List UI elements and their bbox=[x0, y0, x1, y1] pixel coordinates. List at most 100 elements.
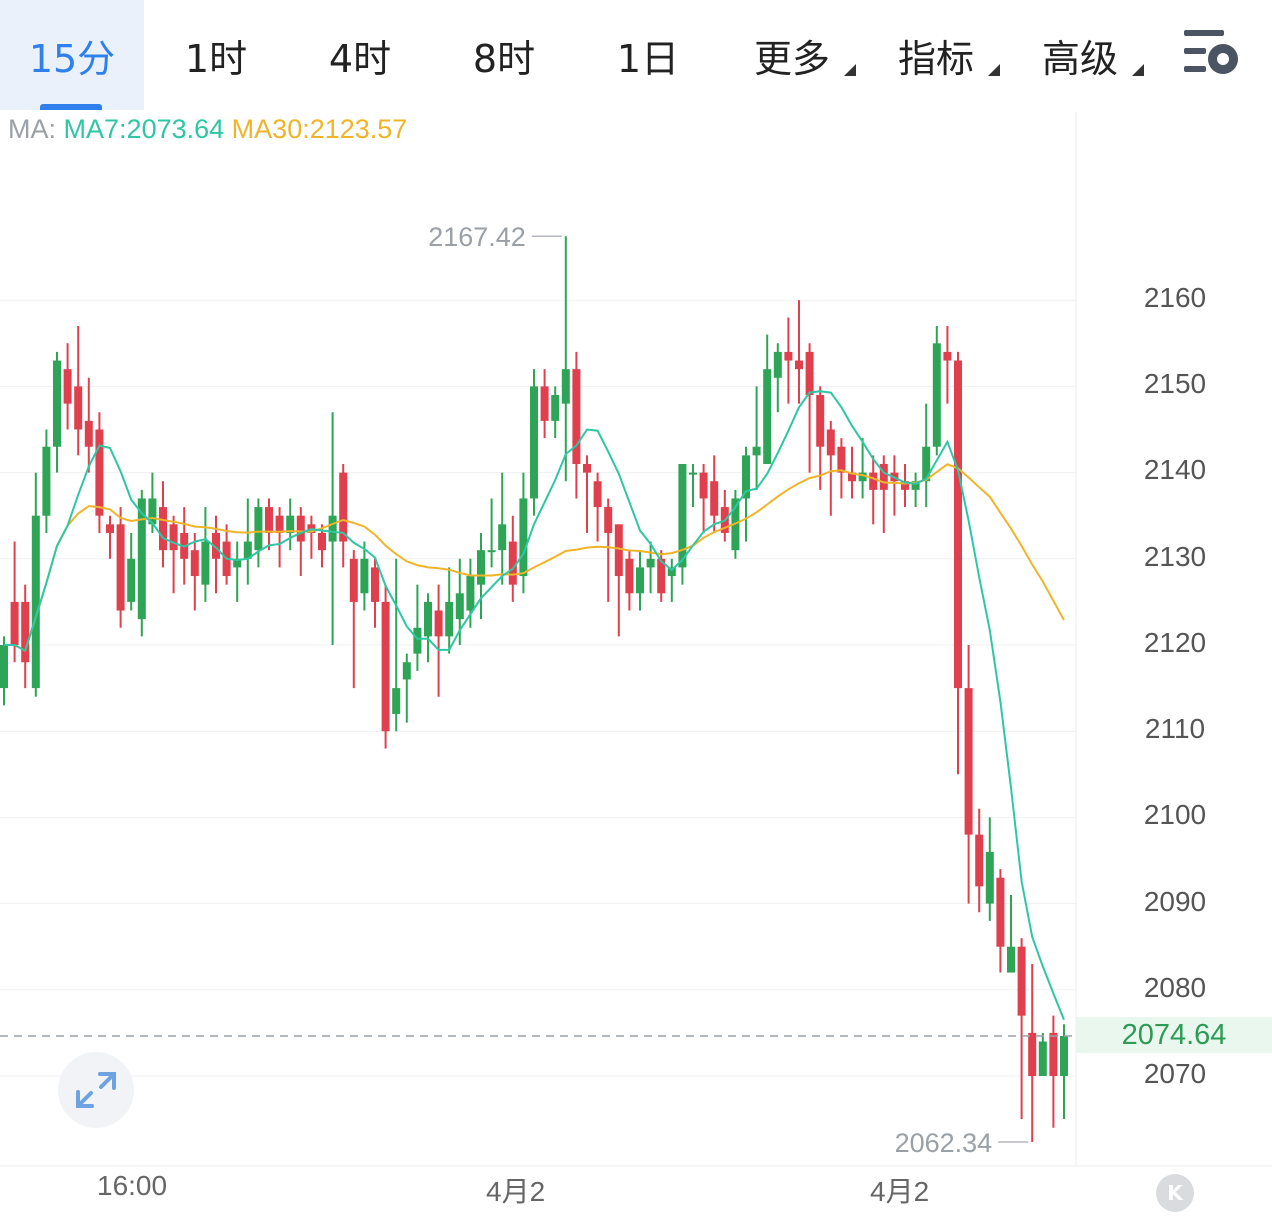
candle-body bbox=[837, 446, 846, 473]
candle-body bbox=[254, 507, 263, 551]
candle-body bbox=[657, 558, 666, 594]
tab-4h[interactable]: 4时 bbox=[288, 0, 432, 110]
candle-body bbox=[31, 515, 40, 689]
candle-body bbox=[116, 524, 125, 611]
tab-indicators[interactable]: 指标 bbox=[864, 0, 1008, 110]
candle-body bbox=[445, 601, 454, 637]
candle-body bbox=[1049, 1032, 1058, 1076]
candle-body bbox=[551, 395, 560, 421]
candle-body bbox=[954, 360, 962, 689]
tab-1h[interactable]: 1时 bbox=[144, 0, 288, 110]
candle-body bbox=[678, 463, 687, 568]
y-tick-label: 2160 bbox=[1143, 282, 1207, 313]
candle-body bbox=[296, 515, 305, 542]
candle-body bbox=[190, 550, 199, 577]
candle-body bbox=[466, 576, 475, 611]
dropdown-caret-icon bbox=[1132, 64, 1144, 76]
candle-body bbox=[0, 645, 8, 689]
y-tick-label: 2100 bbox=[1143, 799, 1207, 830]
y-tick-label: 2130 bbox=[1143, 541, 1207, 572]
tab-indicators-label: 指标 bbox=[897, 36, 974, 81]
y-tick-label: 2150 bbox=[1143, 368, 1207, 399]
candle-body bbox=[328, 515, 337, 542]
tab-8h[interactable]: 8时 bbox=[432, 0, 576, 110]
candle-body bbox=[148, 498, 157, 525]
y-tick-label: 2140 bbox=[1143, 454, 1207, 485]
candle-body bbox=[572, 369, 581, 464]
y-tick-label: 2070 bbox=[1143, 1058, 1207, 1089]
candle-body bbox=[127, 558, 136, 602]
candle-body bbox=[233, 558, 242, 568]
candle-body bbox=[74, 386, 83, 430]
candle-body bbox=[95, 429, 104, 516]
candle-body bbox=[487, 550, 496, 553]
candle-body bbox=[561, 369, 570, 404]
candle-body bbox=[667, 567, 676, 577]
tab-more-label: 更多 bbox=[753, 36, 830, 81]
candle-body bbox=[943, 351, 952, 361]
candle-body bbox=[212, 532, 220, 559]
tab-15min-label: 15分 bbox=[28, 36, 116, 81]
ma7-line bbox=[4, 390, 1065, 1021]
candle-body bbox=[879, 463, 888, 490]
candle-body bbox=[349, 558, 358, 602]
tab-15min[interactable]: 15分 bbox=[0, 0, 144, 110]
k-toggle-button[interactable]: K bbox=[1156, 1174, 1194, 1212]
candle-body bbox=[1017, 946, 1026, 1016]
candle-body bbox=[689, 472, 697, 475]
candle-body bbox=[901, 481, 909, 490]
ma7-value: MA7:2073.64 bbox=[63, 114, 225, 144]
fullscreen-button[interactable] bbox=[58, 1052, 134, 1128]
candle-body bbox=[583, 463, 591, 473]
candle-body bbox=[795, 360, 803, 370]
current-price-tag: 2074.64 bbox=[1076, 1017, 1272, 1053]
candle-body bbox=[275, 515, 284, 533]
settings-gear-icon[interactable] bbox=[1180, 26, 1244, 82]
candle-body bbox=[816, 395, 825, 447]
candle-body bbox=[159, 507, 167, 551]
dropdown-caret-icon bbox=[844, 64, 856, 76]
ma30-value: MA30:2123.57 bbox=[231, 114, 408, 144]
y-tick-label: 2090 bbox=[1143, 886, 1207, 917]
tab-1d[interactable]: 1日 bbox=[576, 0, 720, 110]
candle-body bbox=[932, 343, 941, 447]
volume-indicator-strip bbox=[0, 1210, 1272, 1218]
candle-body bbox=[540, 386, 549, 421]
candle-body bbox=[360, 558, 369, 594]
k-button-label: K bbox=[1167, 1181, 1183, 1205]
y-tick-label: 2080 bbox=[1143, 972, 1207, 1003]
candle-body bbox=[381, 601, 390, 732]
tab-more[interactable]: 更多 bbox=[720, 0, 864, 110]
candle-body bbox=[530, 386, 538, 499]
candle-body bbox=[773, 351, 782, 378]
candle-body bbox=[614, 524, 623, 577]
candle-body bbox=[434, 610, 443, 637]
high-price-label: 2167.42 bbox=[428, 222, 526, 252]
tab-8h-label: 8时 bbox=[472, 36, 536, 81]
candle-body bbox=[169, 524, 178, 551]
candle-body bbox=[1038, 1041, 1047, 1076]
candle-body bbox=[137, 498, 146, 620]
candle-body bbox=[869, 472, 878, 490]
candle-body bbox=[508, 541, 517, 585]
candlestick-chart[interactable]: 2167.42 2062.34 bbox=[0, 112, 1272, 1170]
low-price-label: 2062.34 bbox=[895, 1128, 993, 1158]
tab-1d-label: 1日 bbox=[616, 36, 680, 81]
x-tick-label: 16:00 bbox=[97, 1170, 168, 1201]
candle-body bbox=[243, 541, 252, 559]
candle-body bbox=[519, 498, 528, 577]
candle-body bbox=[593, 481, 602, 508]
candle-body bbox=[339, 472, 348, 542]
candle-body bbox=[858, 472, 867, 482]
candle-body bbox=[265, 507, 273, 533]
candle-body bbox=[10, 601, 19, 645]
candle-body bbox=[424, 601, 432, 637]
candle-body bbox=[826, 429, 835, 456]
candle-body bbox=[911, 481, 920, 490]
candle-body bbox=[646, 558, 655, 568]
candle-body bbox=[63, 369, 72, 404]
candle-body bbox=[392, 688, 401, 714]
tab-advanced[interactable]: 高级 bbox=[1008, 0, 1152, 110]
tab-advanced-label: 高级 bbox=[1041, 36, 1118, 81]
candle-body bbox=[477, 550, 485, 585]
